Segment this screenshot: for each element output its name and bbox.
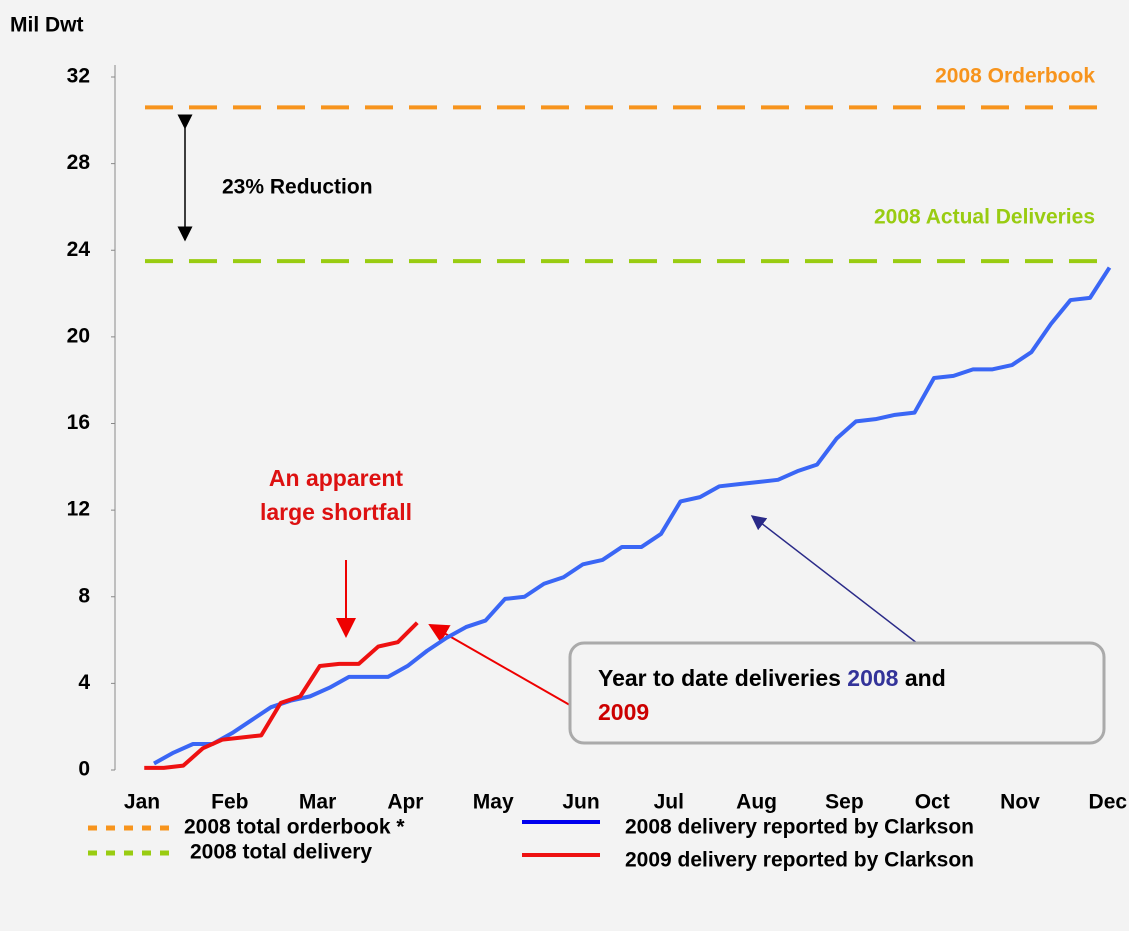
callout-year: 2008 [847, 665, 898, 691]
reference-label: 2008 Orderbook [935, 65, 1095, 88]
data-line [144, 621, 419, 770]
reduction-label: 23% Reduction [222, 176, 373, 199]
callout-mid: and [905, 665, 946, 691]
callout-text: Year to date deliveries 2008 and [598, 665, 946, 691]
y-axis-label: Mil Dwt [10, 14, 84, 37]
shortfall-label: large shortfall [260, 499, 412, 525]
legend-label: 2009 delivery reported by Clarkson [625, 849, 974, 872]
x-tick-label: Jan [124, 791, 160, 814]
y-tick-label: 8 [78, 584, 90, 607]
legend-label: 2008 total delivery [190, 841, 372, 864]
x-tick-label: Apr [387, 791, 423, 814]
y-tick-label: 0 [78, 758, 90, 781]
callout-box [568, 641, 1106, 745]
x-tick-label: Jul [654, 791, 684, 814]
x-tick-label: Feb [211, 791, 248, 814]
x-tick-label: Jun [562, 791, 599, 814]
x-tick-label: Oct [915, 791, 950, 814]
x-tick-label: May [473, 791, 514, 814]
y-tick-label: 16 [67, 411, 90, 434]
y-tick-label: 28 [67, 151, 91, 174]
legend-label: 2008 total orderbook * [184, 816, 405, 839]
x-tick-label: Dec [1089, 791, 1128, 814]
y-tick-label: 32 [67, 65, 90, 88]
x-tick-label: Nov [1000, 791, 1040, 814]
x-tick-label: Mar [299, 791, 336, 814]
y-tick-label: 24 [67, 238, 91, 261]
y-tick-label: 20 [67, 324, 90, 347]
x-tick-label: Aug [736, 791, 777, 814]
callout-year: 2009 [598, 699, 649, 725]
x-tick-label: Sep [825, 791, 864, 814]
reference-label: 2008 Actual Deliveries [874, 206, 1095, 229]
data-line [153, 266, 1112, 766]
callout-arrow-2009 [428, 624, 583, 713]
legend-label: 2008 delivery reported by Clarkson [625, 816, 974, 839]
y-tick-label: 4 [78, 671, 90, 694]
shortfall-label: An apparent [269, 465, 404, 491]
callout-prefix: Year to date deliveries [598, 665, 841, 691]
callout-arrow-2008 [750, 515, 936, 658]
y-tick-label: 12 [67, 498, 90, 521]
